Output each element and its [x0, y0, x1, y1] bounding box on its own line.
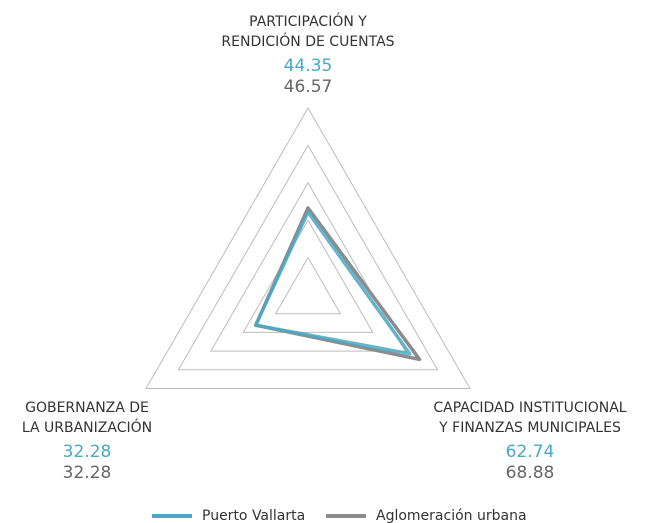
value-label: 44.35	[284, 56, 333, 76]
grid-ring	[177, 144, 439, 371]
value-label: 68.88	[506, 463, 555, 483]
value-label: 32.28	[63, 442, 112, 462]
axis-label: RENDICIÓN DE CUENTAS	[221, 32, 394, 50]
series-line	[253, 210, 412, 356]
axis-label: Y FINANZAS MUNICIPALES	[438, 420, 621, 436]
axis-label: LA URBANIZACIÓN	[22, 418, 152, 436]
axis-label: CAPACIDAD INSTITUCIONAL	[433, 400, 626, 416]
legend-label: Aglomeración urbana	[376, 508, 527, 523]
legend-label: Puerto Vallarta	[202, 508, 305, 523]
value-label: 62.74	[506, 442, 555, 462]
axis-label: PARTICIPACIÓN Y	[249, 12, 367, 30]
grid-ring	[145, 106, 471, 389]
grid-ring	[274, 256, 342, 315]
value-label: 46.57	[284, 77, 333, 97]
axis-label: GOBERNANZA DE	[25, 400, 149, 416]
grid-ring	[209, 181, 407, 352]
value-label: 32.28	[63, 463, 112, 483]
